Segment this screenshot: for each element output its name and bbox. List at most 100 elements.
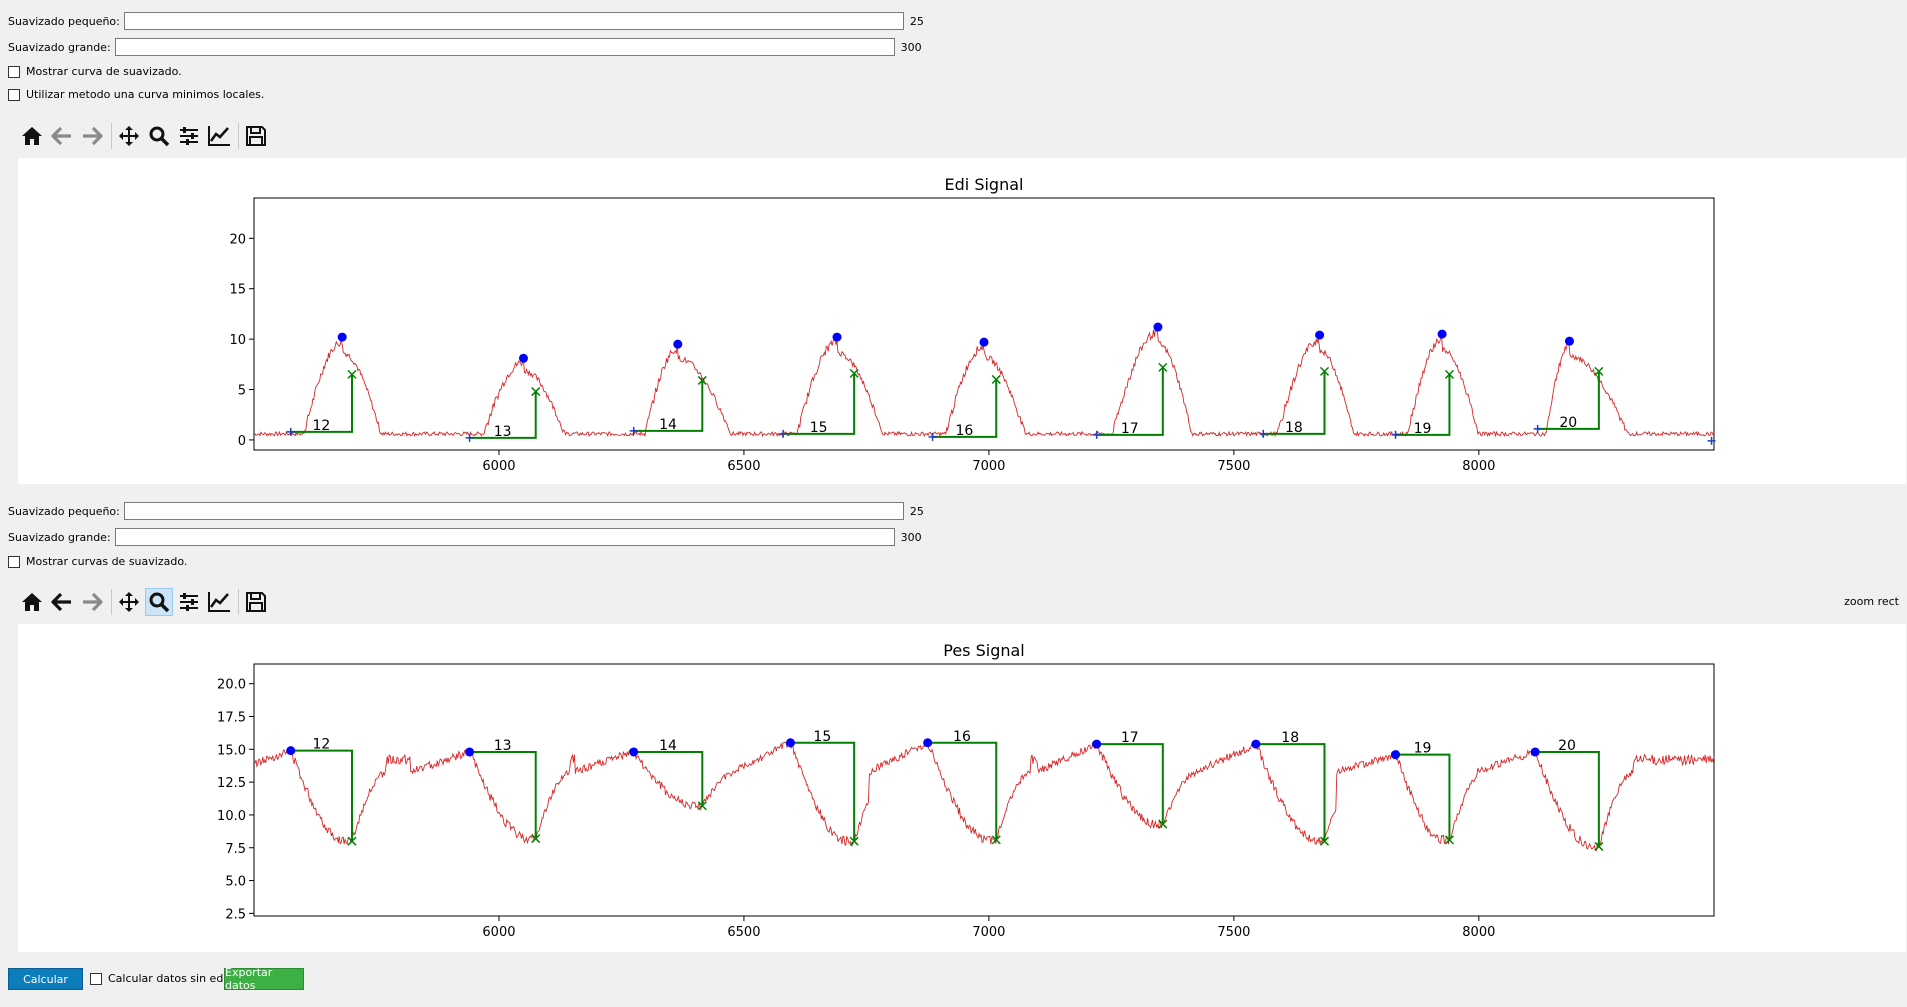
x-tick-label: 7000 [972, 459, 1005, 474]
cycle-bracket [1263, 371, 1326, 435]
pes-plot-panel[interactable]: Pes Signal 6000 6500 7000 7500 8000 2.5 5.0 7.5 1… [18, 624, 1906, 952]
pan-icon [119, 126, 139, 146]
x-tick-label: 7500 [1217, 459, 1250, 474]
edi-small-smooth-slider[interactable] [123, 12, 904, 30]
pes-signal-chart[interactable]: Pes Signal 6000 6500 7000 7500 8000 2.5 5.0 7.5 1… [18, 624, 1906, 952]
end-marker [1158, 362, 1168, 372]
cycle-label: 13 [494, 424, 512, 440]
pes-small-smooth-value: 25 [909, 504, 924, 518]
peak-marker [1153, 322, 1163, 332]
start-marker [923, 738, 933, 748]
start-marker [1092, 430, 1101, 439]
start-marker [1259, 429, 1268, 438]
end-marker [991, 835, 1001, 845]
edi-pan-button[interactable] [115, 122, 143, 150]
back-icon [51, 126, 71, 146]
no-edi-row[interactable]: Calcular datos sin edi. [90, 972, 230, 985]
pes-small-smooth-row: Suavizado pequeño: 25 [8, 502, 924, 520]
calculate-button[interactable]: Calcular [8, 968, 83, 990]
edi-large-smooth-value: 300 [900, 40, 922, 54]
pes-save-button[interactable] [242, 588, 270, 616]
edi-local-min-row[interactable]: Utilizar metodo una curva minimos locale… [8, 88, 264, 101]
edi-back-button[interactable] [48, 122, 76, 150]
start-marker [1391, 750, 1401, 760]
edi-large-smooth-row: Suavizado grande: 300 [8, 38, 922, 56]
home-icon [22, 593, 42, 611]
edi-zoom-button[interactable] [145, 122, 173, 150]
edit-axis-icon [208, 592, 230, 612]
end-marker [697, 375, 707, 385]
cycle-label: 14 [659, 738, 677, 754]
cycle-label: 20 [1558, 738, 1576, 754]
edi-show-curve-checkbox[interactable] [8, 65, 20, 78]
cycle-bracket [1537, 371, 1600, 430]
pes-configure-button[interactable] [175, 588, 203, 616]
cycle-bracket [290, 749, 353, 842]
no-edi-checkbox[interactable] [90, 972, 102, 985]
end-marker [1444, 835, 1454, 845]
end-marker [1594, 841, 1604, 851]
pes-pan-button[interactable] [115, 588, 143, 616]
peak-marker [1315, 330, 1325, 340]
x-tick-label: 7000 [972, 925, 1005, 940]
y-tick-label: 2.5 [225, 907, 246, 922]
x-tick-label: 8000 [1462, 925, 1495, 940]
end-marker [697, 801, 707, 811]
y-tick-label: 12.5 [217, 776, 246, 791]
start-marker [629, 747, 639, 757]
start-marker [465, 433, 474, 442]
edi-small-smooth-label: Suavizado pequeño: [8, 14, 120, 28]
cycle-label: 20 [1559, 415, 1577, 431]
x-tick-label: 6000 [482, 459, 515, 474]
pes-show-curves-row[interactable]: Mostrar curvas de suavizado. [8, 555, 187, 568]
edi-configure-button[interactable] [175, 122, 203, 150]
y-tick-label: 15 [229, 283, 246, 298]
edi-show-curve-row[interactable]: Mostrar curva de suavizado. [8, 65, 182, 78]
y-tick-label: 15.0 [217, 743, 246, 758]
plot-area [253, 663, 1715, 917]
peak-marker [337, 332, 347, 342]
chart-title: Edi Signal [945, 175, 1024, 194]
edi-forward-button[interactable] [78, 122, 106, 150]
cycle-label: 15 [813, 729, 831, 745]
edi-edit-axis-button[interactable] [205, 122, 233, 150]
edi-signal-chart[interactable]: Edi Signal 6000 6500 7000 7500 8000 0 5 10 15 20 12… [18, 158, 1906, 484]
peak-marker [518, 353, 528, 363]
pes-edit-axis-button[interactable] [205, 588, 233, 616]
peak-marker [673, 339, 683, 349]
chart-title: Pes Signal [943, 641, 1025, 660]
edi-small-smooth-value: 25 [909, 14, 924, 28]
pes-show-curves-checkbox[interactable] [8, 555, 20, 568]
edi-home-button[interactable] [18, 122, 46, 150]
pes-forward-button[interactable] [78, 588, 106, 616]
end-marker [1594, 366, 1604, 376]
pes-show-curves-label: Mostrar curvas de suavizado. [26, 555, 188, 568]
edi-signal-line [253, 328, 1715, 438]
pes-zoom-button[interactable] [145, 588, 173, 616]
end-marker [1158, 819, 1168, 829]
pes-back-button[interactable] [48, 588, 76, 616]
edi-small-smooth-row: Suavizado pequeño: 25 [8, 12, 924, 30]
y-tick-label: 20.0 [217, 678, 246, 693]
edi-plot-panel[interactable]: Edi Signal 6000 6500 7000 7500 8000 0 5 10 15 20 12… [18, 158, 1906, 484]
edi-large-smooth-slider[interactable] [114, 38, 895, 56]
edi-local-min-checkbox[interactable] [8, 88, 20, 101]
edi-save-button[interactable] [242, 122, 270, 150]
cycle-label: 18 [1285, 420, 1303, 436]
pes-large-smooth-slider[interactable] [114, 528, 895, 546]
pes-home-button[interactable] [18, 588, 46, 616]
y-tick-label: 7.5 [225, 842, 246, 857]
pes-small-smooth-slider[interactable] [123, 502, 904, 520]
edi-local-min-label: Utilizar metodo una curva minimos locale… [26, 88, 265, 101]
no-edi-label: Calcular datos sin edi. [108, 972, 230, 985]
cycle-label: 12 [312, 418, 330, 434]
save-icon [246, 126, 266, 146]
cycle-label: 17 [1121, 730, 1139, 746]
cycle-label: 19 [1414, 421, 1432, 437]
cycle-bracket [783, 373, 856, 435]
export-button[interactable]: Exportar datos [224, 966, 304, 992]
cycle-bracket [1395, 753, 1451, 840]
y-tick-label: 5.0 [225, 875, 246, 890]
zoom-icon [149, 126, 170, 147]
end-marker [1444, 369, 1454, 379]
